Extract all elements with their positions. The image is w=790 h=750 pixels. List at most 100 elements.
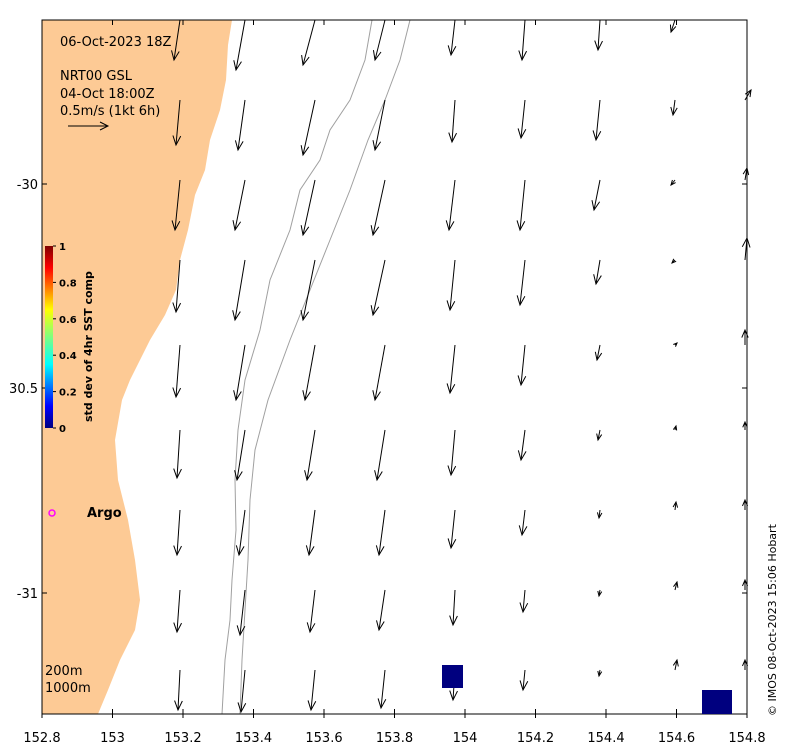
current-arrow [172,99,182,147]
current-arrow [447,19,457,57]
valid-time: 04-Oct 18:00Z [60,87,155,102]
current-vectors [171,19,752,714]
isobath-200m [221,19,373,715]
current-arrow [670,179,676,187]
current-arrow [517,99,527,140]
current-arrow [370,259,386,317]
current-arrow [742,498,748,510]
x-tick-label: 153.8 [376,731,413,746]
sst-patch-2 [702,690,732,714]
current-arrow [173,589,182,634]
current-arrow [370,179,386,237]
current-arrow [742,658,748,670]
colorbar-tick: 0 [59,424,66,435]
colorbar-label: std dev of 4hr SST comp [82,271,95,422]
current-arrow [597,669,603,678]
current-arrow [742,420,748,430]
current-arrow [670,99,678,117]
current-arrow [237,669,247,714]
current-arrow [301,19,316,67]
axis-ticks: 152.8 153 153.2 153.4 153.6 153.8 154 154.2 154.… [9,20,766,746]
land-mass [42,20,232,714]
current-arrow [673,580,679,591]
current-arrow [519,669,529,692]
current-arrow [306,589,316,634]
current-arrow [669,19,677,34]
current-arrow [519,589,529,614]
current-arrow [372,99,386,152]
current-arrow [447,429,457,477]
current-arrow [445,179,456,232]
x-tick-label: 153.2 [164,731,201,746]
sst-patches [442,665,732,714]
current-arrow [672,500,679,511]
current-arrow [376,589,386,632]
current-arrow [596,429,603,442]
current-arrow [234,99,246,152]
x-tick-label: 154.6 [658,731,695,746]
current-arrow [517,344,527,387]
current-arrow [375,509,386,557]
current-arrow [593,259,602,286]
x-tick-label: 153.6 [305,731,342,746]
current-arrow [372,344,386,402]
argo-label: Argo [87,506,122,521]
current-arrow [741,236,751,261]
current-arrow [517,429,527,462]
current-arrow [172,344,182,399]
current-arrow [518,509,528,537]
isobath-1000m [239,19,411,715]
current-arrow [597,589,603,598]
current-arrow [307,669,317,712]
data-source: NRT00 GSL [60,69,133,84]
current-arrow [377,669,387,710]
x-tick-label: 154.2 [517,731,554,746]
current-arrow [446,259,456,312]
current-arrow [596,509,603,520]
colorbar [45,246,53,428]
current-arrow [171,19,181,62]
current-arrow [449,589,458,627]
legend-200m: 200m [45,664,82,679]
legend-1000m: 1000m [45,681,91,696]
current-arrow [744,88,752,101]
current-arrow [672,424,678,431]
colorbar-tick: 1 [59,242,66,253]
current-arrow [374,429,386,482]
current-arrow [446,344,456,395]
argo-marker [48,509,56,517]
x-tick-label: 154.4 [587,731,624,746]
current-arrow [173,509,182,557]
scale-label: 0.5m/s (1kt 6h) [60,104,160,119]
current-arrow [233,19,246,72]
current-arrow [594,344,603,362]
y-tick-label: 30.5 [9,382,38,397]
y-tick-label: -31 [17,587,38,602]
colorbar-tick: 0.4 [59,351,77,362]
x-tick-label: 153.4 [235,731,272,746]
current-arrow [171,179,181,232]
current-arrow [447,509,457,550]
current-arrow [591,179,601,212]
colorbar-tick: 0.8 [59,278,77,289]
x-tick-label: 152.8 [23,731,60,746]
current-arrow [234,429,246,482]
colorbar-tick: 0.6 [59,315,77,326]
current-arrow [742,166,750,181]
current-arrow [172,259,182,314]
current-arrow [672,658,679,671]
sst-patch-1 [442,665,463,688]
current-arrow [671,258,677,264]
current-arrow [174,669,183,712]
current-arrow [236,589,246,637]
current-arrow [232,259,246,322]
current-arrow [516,179,526,232]
current-arrow [516,259,526,307]
current-arrow [372,19,386,62]
current-arrow [232,179,246,232]
scale-arrow [68,121,110,131]
current-arrow [300,259,316,322]
x-tick-label: 153 [100,731,125,746]
current-arrow [300,99,316,157]
